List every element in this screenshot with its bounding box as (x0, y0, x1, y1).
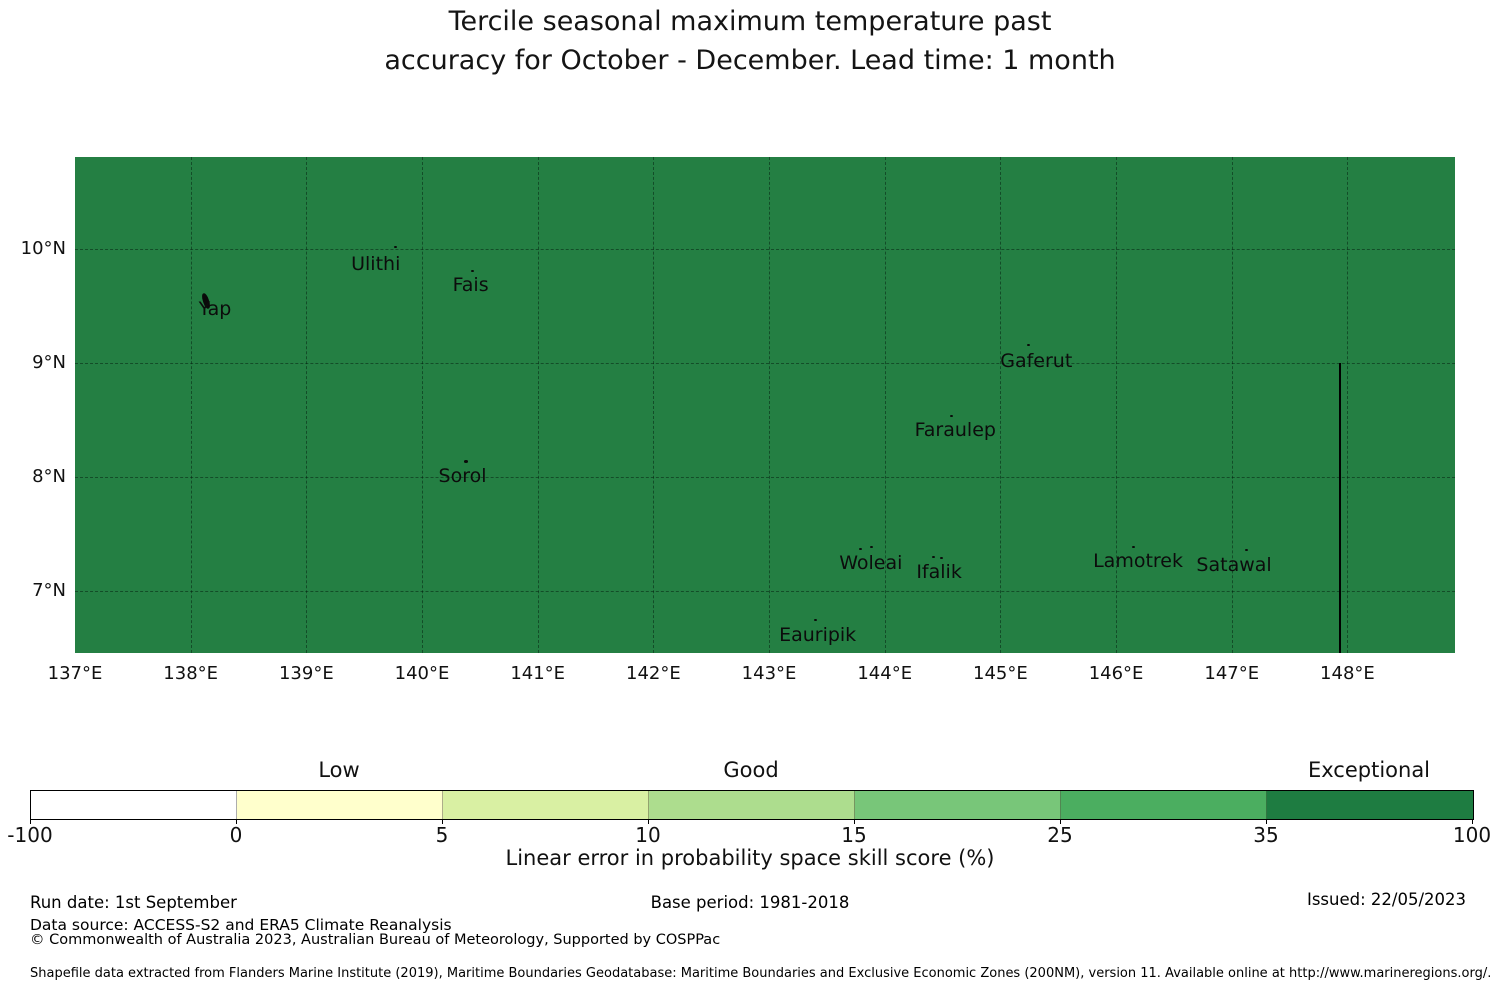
island-label: Ifalik (916, 561, 962, 584)
island-marker (1245, 549, 1249, 552)
x-axis-tick-label: 148°E (1320, 663, 1375, 684)
y-axis-tick-label: 8°N (32, 466, 66, 488)
latitude-gridline (75, 591, 1455, 593)
colorbar-segment (649, 791, 855, 819)
colorbar-tick-label: 15 (841, 823, 867, 847)
island-label: Gaferut (1000, 350, 1073, 373)
x-axis-tick-label: 141°E (510, 663, 566, 684)
latitude-gridline (75, 363, 1455, 365)
longitude-gridline (1000, 157, 1002, 653)
island-label: Lamotrek (1093, 549, 1183, 572)
longitude-gridline (884, 157, 886, 653)
colorbar-segment (31, 791, 237, 819)
colorbar-tick-mark (1266, 819, 1267, 824)
colorbar-tick-label: 0 (229, 823, 243, 847)
island-marker (393, 246, 397, 249)
x-axis-tick-label: 143°E (741, 663, 797, 684)
x-axis-tick-label: 137°E (47, 663, 103, 684)
issued-date-text: Issued: 22/05/2023 (1306, 890, 1466, 909)
longitude-gridline (653, 157, 655, 653)
longitude-gridline (190, 157, 192, 653)
island-label: Yap (198, 297, 232, 320)
x-axis-tick-label: 146°E (1088, 663, 1144, 684)
island-label: Fais (452, 273, 489, 296)
colorbar-segment (237, 791, 443, 819)
colorbar-axis-label: Linear error in probability space skill … (505, 846, 995, 870)
plot-title-line1: Tercile seasonal maximum temperature pas… (448, 6, 1052, 37)
island-label: Woleai (839, 551, 903, 574)
y-axis-tick-label: 10°N (20, 238, 66, 260)
map-plot: Yap Ulithi Fais Sorol Gaferut Faraulep Woleai I… (75, 157, 1455, 653)
y-axis-tick-label: 9°N (32, 352, 66, 374)
colorbar-segment (443, 791, 649, 819)
latitude-gridline (75, 249, 1455, 251)
longitude-gridline (537, 157, 539, 653)
x-axis-tick-label: 140°E (394, 663, 450, 684)
plot-title: Tercile seasonal maximum temperature pas… (0, 2, 1500, 80)
island-marker (858, 548, 862, 551)
island-marker (1026, 344, 1030, 347)
colorbar-tick-mark (236, 819, 237, 824)
island-label: Eauripik (779, 623, 857, 646)
island-marker (939, 557, 943, 560)
latitude-gridline (75, 477, 1455, 479)
data-source-text: Data source: ACCESS-S2 and ERA5 Climate … (30, 916, 452, 934)
colorbar-tick-mark (1060, 819, 1061, 824)
colorbar-tick-mark (854, 819, 855, 824)
island-marker (471, 270, 475, 273)
colorbar-category-label: Low (318, 758, 360, 782)
copyright-text: © Commonwealth of Australia 2023, Austra… (30, 932, 721, 948)
shapefile-attribution-text: Shapefile data extracted from Flanders M… (30, 966, 1492, 981)
colorbar-segment (855, 791, 1061, 819)
colorbar-tick-label: 35 (1253, 823, 1279, 847)
longitude-gridline (1231, 157, 1233, 653)
island-label: Sorol (438, 465, 487, 488)
x-axis-tick-label: 142°E (625, 663, 681, 684)
longitude-gridline (769, 157, 771, 653)
colorbar-tick-mark (1472, 819, 1473, 824)
x-axis-tick-label: 145°E (973, 663, 1028, 684)
run-date-text: Run date: 1st September (30, 893, 237, 912)
island-marker (870, 545, 874, 548)
longitude-gridline (1116, 157, 1118, 653)
island-label: Faraulep (914, 418, 996, 441)
base-period-text: Base period: 1981-2018 (650, 893, 850, 912)
y-axis-tick-label: 7°N (32, 580, 66, 602)
island-marker (1131, 545, 1135, 548)
x-axis-tick-label: 139°E (278, 663, 334, 684)
colorbar (30, 790, 1474, 820)
longitude-gridline (306, 157, 308, 653)
colorbar-category-label: Good (723, 758, 779, 782)
eez-boundary-line (1339, 363, 1342, 653)
longitude-gridline (422, 157, 424, 653)
colorbar-segment (1267, 791, 1473, 819)
x-axis-tick-label: 144°E (857, 663, 913, 684)
colorbar-tick-label: -100 (7, 823, 53, 847)
island-label: Ulithi (351, 253, 401, 276)
x-axis-tick-label: 147°E (1204, 663, 1260, 684)
colorbar-tick-label: 5 (435, 823, 449, 847)
colorbar-tick-mark (442, 819, 443, 824)
longitude-gridline (1347, 157, 1349, 653)
colorbar-category-label: Exceptional (1307, 758, 1431, 782)
colorbar-tick-label: 100 (1452, 823, 1492, 847)
colorbar-tick-mark (30, 819, 31, 824)
colorbar-segment (1061, 791, 1267, 819)
colorbar-tick-label: 10 (635, 823, 661, 847)
island-marker (813, 618, 817, 621)
colorbar-tick-mark (648, 819, 649, 824)
x-axis-tick-label: 138°E (163, 663, 219, 684)
island-marker (931, 556, 935, 559)
island-marker (950, 414, 954, 417)
plot-title-line2: accuracy for October - December. Lead ti… (384, 45, 1116, 76)
island-label: Satawal (1196, 554, 1272, 577)
colorbar-tick-label: 25 (1047, 823, 1073, 847)
island-marker (463, 459, 468, 463)
